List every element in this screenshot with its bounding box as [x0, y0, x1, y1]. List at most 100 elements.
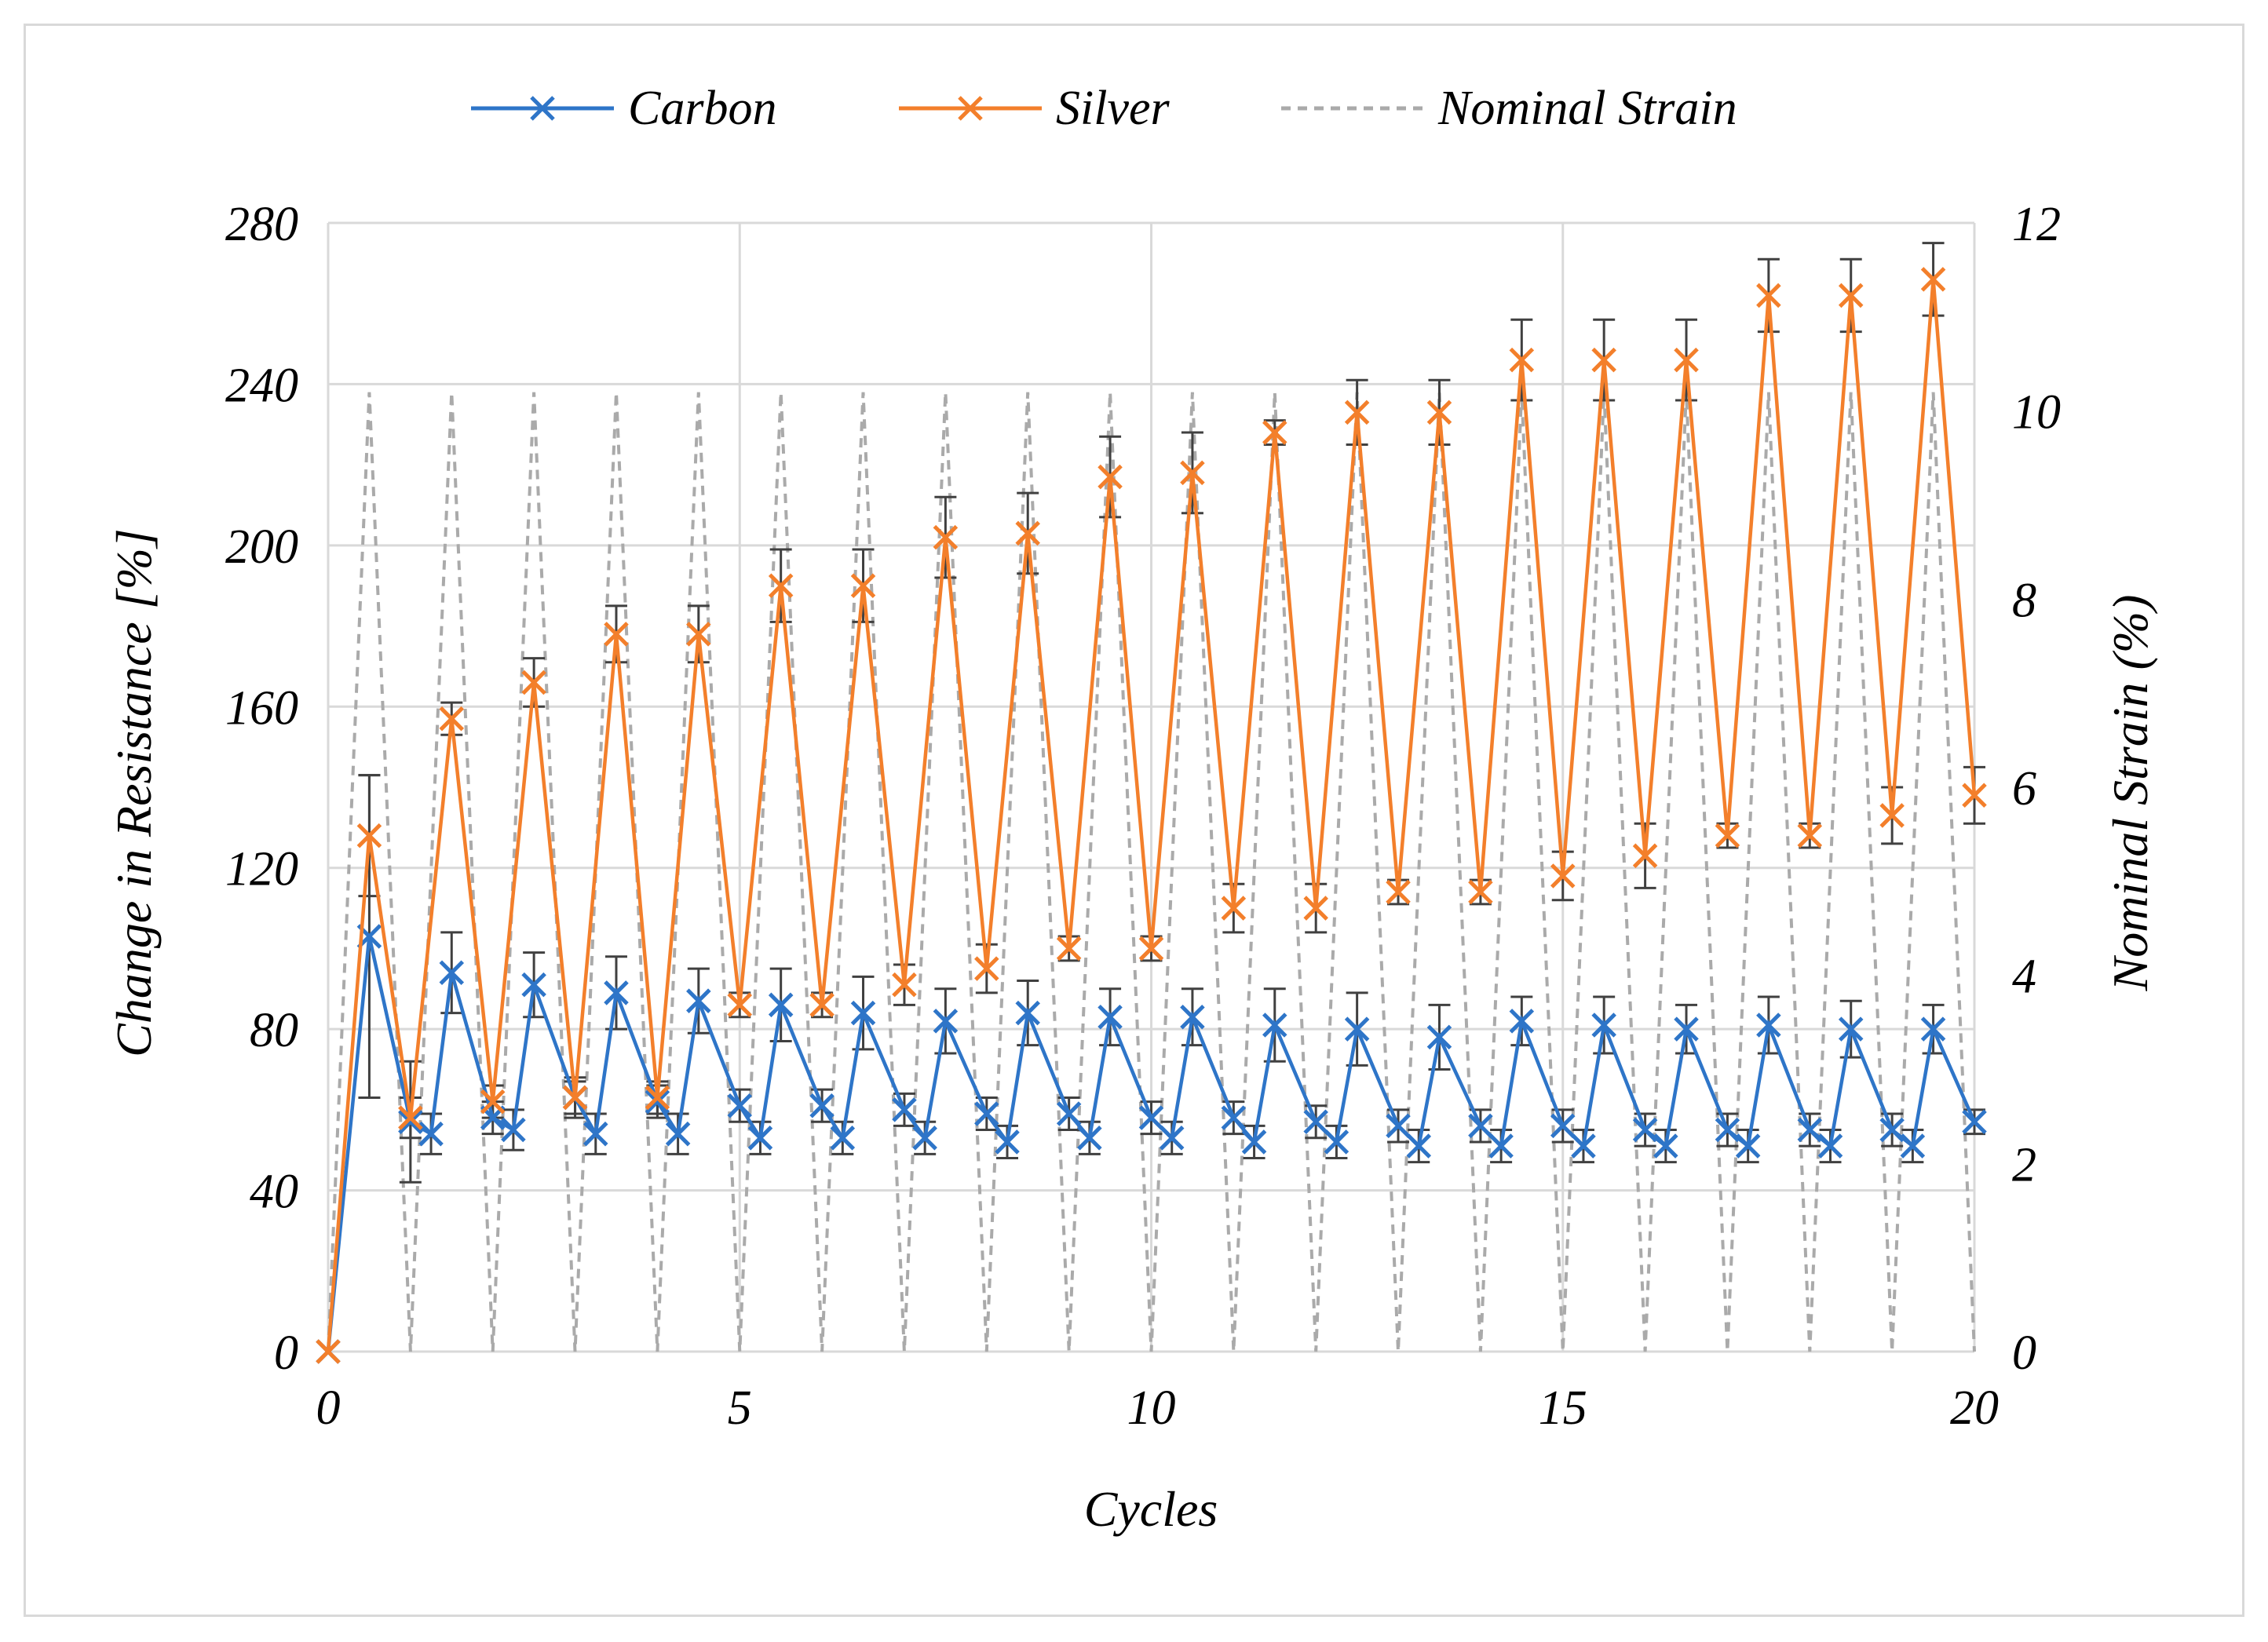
legend-silver-marker — [958, 96, 983, 121]
carbon-point-19 — [850, 1000, 876, 1026]
silver-point-33 — [1674, 347, 1699, 373]
carbon-point-10 — [604, 980, 629, 1005]
x-tick-label-20: 20 — [1950, 1381, 1999, 1435]
legend-strain-label: Nominal Strain — [1437, 82, 1737, 135]
y-tick-label-280: 280 — [225, 198, 298, 251]
carbon-point-43 — [1509, 1009, 1535, 1034]
carbon-point-34 — [1262, 1013, 1287, 1038]
silver-point-5 — [521, 670, 546, 695]
y-tick-label-0: 0 — [274, 1326, 298, 1380]
legend-carbon-marker — [530, 96, 555, 121]
silver-point-30 — [1550, 863, 1576, 889]
carbon-point-32 — [1221, 1105, 1247, 1130]
y2-tick-label-4: 4 — [2012, 951, 2036, 1004]
silver-point-11 — [768, 573, 794, 598]
carbon-point-29 — [1138, 1105, 1164, 1130]
carbon-point-23 — [974, 1101, 999, 1126]
silver-point-22 — [1221, 896, 1247, 921]
carbon-point-17 — [809, 1093, 835, 1118]
carbon-point-2 — [398, 1109, 423, 1135]
y2-tick-label-12: 12 — [2012, 198, 2061, 251]
carbon-point-53 — [1797, 1117, 1823, 1143]
silver-point-24 — [1303, 896, 1328, 921]
carbon-point-36 — [1324, 1129, 1349, 1155]
silver-point-9 — [686, 622, 711, 647]
carbon-point-57 — [1900, 1133, 1926, 1159]
y2-axis-title: Nominal Strain (%) — [2102, 595, 2158, 992]
silver-point-34 — [1715, 823, 1740, 848]
carbon-point-11 — [645, 1089, 670, 1115]
carbon-point-42 — [1488, 1133, 1514, 1159]
silver-point-19 — [1097, 464, 1123, 490]
carbon-point-26 — [1056, 1101, 1082, 1126]
legend: Carbon Silver Nominal Strain — [471, 82, 1737, 135]
x-tick-label-15: 15 — [1539, 1381, 1587, 1435]
carbon-point-52 — [1756, 1013, 1781, 1038]
carbon-point-46 — [1591, 1013, 1616, 1038]
carbon-point-20 — [892, 1097, 917, 1122]
carbon-point-39 — [1406, 1133, 1432, 1159]
silver-point-21 — [1180, 460, 1205, 486]
silver-point-0 — [316, 1339, 341, 1364]
carbon-point-16 — [768, 992, 794, 1018]
carbon-point-6 — [501, 1117, 526, 1143]
silver-point-2 — [398, 1105, 423, 1130]
series-layer — [316, 267, 1987, 1364]
carbon-point-12 — [665, 1121, 691, 1147]
silver-point-35 — [1756, 283, 1781, 308]
silver-point-29 — [1509, 347, 1535, 373]
carbon-point-27 — [1077, 1126, 1102, 1151]
carbon-point-22 — [933, 1009, 959, 1034]
silver-point-15 — [933, 524, 959, 550]
y2-tick-label-10: 10 — [2012, 386, 2061, 440]
silver-point-40 — [1962, 783, 1987, 808]
carbon-point-50 — [1715, 1117, 1740, 1143]
carbon-point-59 — [1962, 1109, 1987, 1135]
y-tick-label-40: 40 — [250, 1166, 298, 1219]
silver-point-6 — [562, 1085, 588, 1111]
silver-point-39 — [1920, 267, 1946, 292]
carbon-point-58 — [1920, 1016, 1946, 1042]
carbon-point-49 — [1674, 1016, 1699, 1042]
silver-point-10 — [727, 992, 753, 1018]
carbon-point-33 — [1241, 1129, 1267, 1155]
carbon-point-41 — [1468, 1113, 1493, 1139]
x-tick-label-0: 0 — [316, 1381, 341, 1435]
silver-point-12 — [809, 992, 835, 1018]
silver-point-31 — [1591, 347, 1616, 373]
silver-point-28 — [1468, 879, 1493, 905]
carbon-point-13 — [686, 988, 711, 1013]
silver-point-14 — [892, 972, 917, 998]
legend-silver-label: Silver — [1056, 82, 1170, 135]
carbon-point-14 — [727, 1093, 753, 1118]
y-tick-label-240: 240 — [225, 359, 298, 412]
silver-point-1 — [356, 823, 382, 848]
silver-point-23 — [1262, 420, 1287, 445]
x-axis-title: Cycles — [1084, 1481, 1218, 1537]
carbon-point-55 — [1838, 1016, 1864, 1042]
silver-point-32 — [1632, 843, 1658, 869]
carbon-point-25 — [1015, 1000, 1040, 1026]
silver-point-17 — [1015, 520, 1040, 546]
y-tick-label-80: 80 — [250, 1004, 298, 1057]
carbon-point-9 — [583, 1121, 608, 1147]
x-tick-label-5: 5 — [728, 1381, 752, 1435]
silver-point-26 — [1386, 879, 1411, 905]
carbon-point-35 — [1303, 1109, 1328, 1135]
legend-carbon-label: Carbon — [628, 82, 776, 135]
carbon-point-24 — [995, 1129, 1020, 1155]
carbon-point-48 — [1653, 1133, 1678, 1159]
carbon-point-44 — [1550, 1113, 1576, 1139]
silver-point-16 — [974, 956, 999, 981]
silver-point-18 — [1056, 936, 1082, 961]
silver-point-37 — [1838, 283, 1864, 308]
carbon-point-15 — [747, 1126, 773, 1151]
silver-point-4 — [480, 1089, 506, 1115]
carbon-point-47 — [1632, 1117, 1658, 1143]
carbon-point-54 — [1817, 1133, 1843, 1159]
y-tick-label-200: 200 — [225, 520, 298, 574]
carbon-point-56 — [1879, 1117, 1905, 1143]
carbon-point-21 — [912, 1126, 937, 1151]
